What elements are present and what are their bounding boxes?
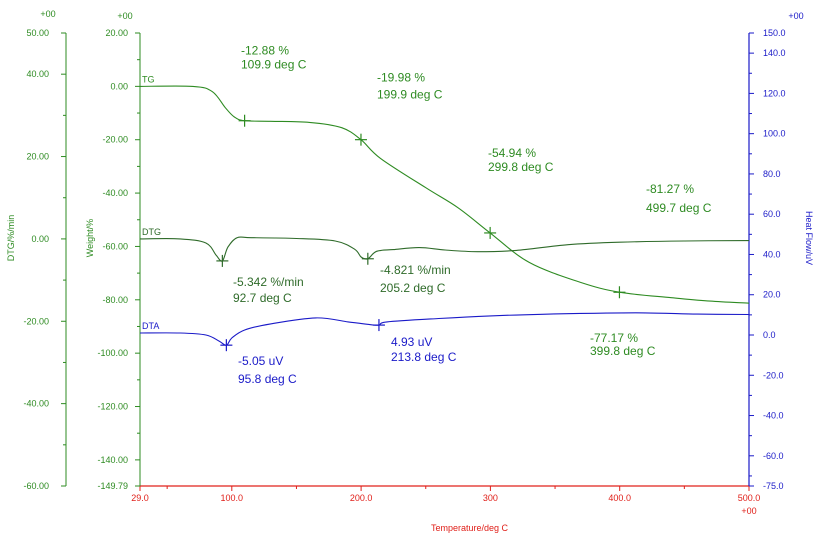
x-tick-label: 200.0 — [350, 493, 373, 503]
heat-tick-label: -75.0 — [763, 481, 784, 491]
weight-tick-label: 0.00 — [110, 81, 128, 91]
heat-tick-label: -60.0 — [763, 451, 784, 461]
annotation-value: -12.88 % — [241, 44, 289, 58]
annotation-temperature: 213.8 deg C — [391, 350, 457, 364]
heat-axis-title: Heat Flow/uV — [804, 211, 814, 265]
dtg-tick-label: -60.00 — [23, 481, 49, 491]
annotation-temperature: 109.9 deg C — [241, 58, 307, 72]
weight-tick-label: -149.79 — [97, 481, 128, 491]
series-tg-label: TG — [142, 74, 155, 84]
weight-exponent-label: +00 — [117, 11, 132, 21]
annotation-value: -81.27 % — [646, 182, 694, 196]
dtg-tick-label: -40.00 — [23, 399, 49, 409]
weight-tick-label: -100.00 — [97, 348, 128, 358]
x-tick-label: 300 — [483, 493, 498, 503]
heat-exponent-label: +00 — [788, 11, 803, 21]
heat-tick-label: -20.0 — [763, 370, 784, 380]
annotation-temperature: 399.8 deg C — [590, 344, 656, 358]
heat-tick-label: 40.0 — [763, 249, 781, 259]
annotation-value: -54.94 % — [488, 146, 536, 160]
x-tick-label: 100.0 — [221, 493, 244, 503]
weight-axis-title: Weight/% — [85, 219, 95, 257]
heat-tick-label: 20.0 — [763, 290, 781, 300]
series-dta-label: DTA — [142, 321, 159, 331]
heat-tick-label: 140.0 — [763, 48, 786, 58]
series-dtg-line — [139, 236, 750, 262]
annotation-value: -5.05 uV — [238, 354, 283, 368]
x-tick-label: 400.0 — [608, 493, 631, 503]
dtg-tick-label: 50.00 — [26, 28, 49, 38]
weight-tick-label: -60.00 — [102, 241, 128, 251]
weight-tick-label: -140.00 — [97, 455, 128, 465]
x-exponent-label: +00 — [741, 506, 756, 516]
x-tick-label: 29.0 — [131, 493, 149, 503]
weight-tick-label: -20.00 — [102, 135, 128, 145]
heat-tick-label: -40.0 — [763, 411, 784, 421]
heat-tick-label: 100.0 — [763, 129, 786, 139]
heat-tick-label: 0.0 — [763, 330, 776, 340]
weight-tick-label: -40.00 — [102, 188, 128, 198]
annotation-temperature: 499.7 deg C — [646, 201, 712, 215]
dtg-tick-label: 0.00 — [31, 234, 49, 244]
heat-tick-label: 80.0 — [763, 169, 781, 179]
annotation-value: -4.821 %/min — [380, 263, 451, 277]
series-dta-line — [139, 312, 750, 346]
heat-tick-label: 120.0 — [763, 88, 786, 98]
dtg-exponent-label: +00 — [40, 9, 55, 19]
dtg-axis-title: DTG/%/min — [6, 215, 16, 262]
annotation-temperature: 299.8 deg C — [488, 160, 554, 174]
dtg-tick-label: 20.00 — [26, 152, 49, 162]
series-tg-line — [139, 85, 750, 304]
annotation-temperature: 95.8 deg C — [238, 372, 297, 386]
series-dtg-label: DTG — [142, 227, 161, 237]
annotation-temperature: 205.2 deg C — [380, 281, 446, 295]
annotation-value: -5.342 %/min — [233, 275, 304, 289]
weight-tick-label: -80.00 — [102, 295, 128, 305]
weight-tick-label: 20.00 — [105, 28, 128, 38]
x-tick-label: 500.0 — [738, 493, 761, 503]
heat-tick-label: 150.0 — [763, 28, 786, 38]
dtg-tick-label: 40.00 — [26, 69, 49, 79]
annotation-value: -19.98 % — [377, 71, 425, 85]
annotation-value: -77.17 % — [590, 331, 638, 345]
annotation-temperature: 199.9 deg C — [377, 88, 443, 102]
weight-tick-label: -120.00 — [97, 402, 128, 412]
annotation-value: 4.93 uV — [391, 335, 432, 349]
x-axis-title: Temperature/deg C — [431, 523, 509, 533]
dtg-tick-label: -20.00 — [23, 316, 49, 326]
annotation-temperature: 92.7 deg C — [233, 291, 292, 305]
heat-tick-label: 60.0 — [763, 209, 781, 219]
